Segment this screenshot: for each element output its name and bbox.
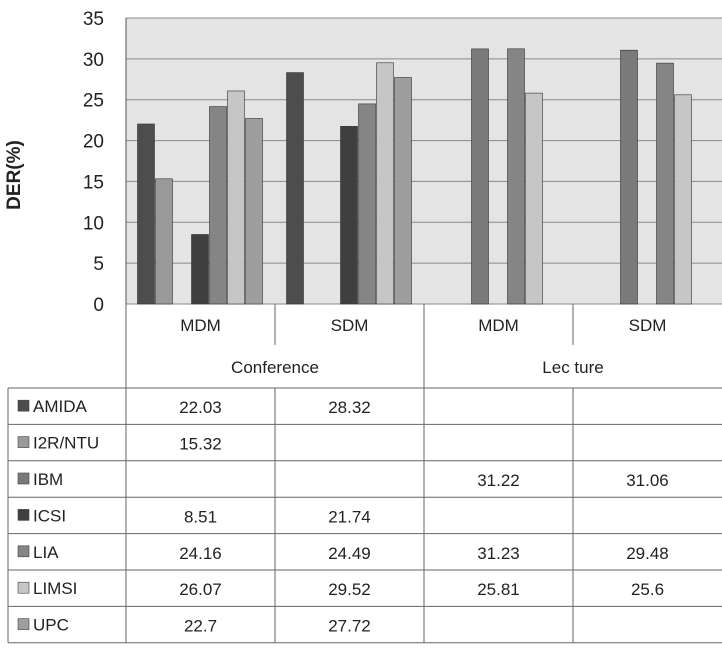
bar-limsi-2 [376, 62, 394, 305]
legend-label: LIA [33, 543, 59, 562]
y-ticks: 0 5 10 15 20 25 30 35 [83, 9, 104, 316]
bar-amida-2 [286, 72, 304, 305]
bar-limsi-4 [674, 94, 692, 305]
bar-lia-3 [507, 48, 525, 305]
bar-lia-4 [656, 62, 674, 305]
table-cell-value: 25.6 [631, 580, 664, 599]
table-cell-value: 24.16 [179, 544, 222, 563]
legend-swatch [17, 509, 30, 521]
bar-ibm-4 [620, 49, 638, 305]
table-cell-value: 31.22 [477, 471, 520, 490]
y-tick-label: 30 [83, 50, 104, 71]
legend-swatch [17, 545, 30, 558]
x-category-label: MDM [180, 316, 221, 335]
bar-i2r-ntu-1 [155, 178, 173, 305]
legend-swatch [17, 581, 30, 594]
y-tick-label: 15 [83, 172, 104, 193]
bar-ibm-3 [471, 48, 489, 305]
x-category-label: MDM [478, 316, 519, 335]
legend-swatch [17, 436, 30, 448]
legend-label: UPC [33, 616, 69, 635]
y-tick-label: 5 [93, 254, 104, 275]
x-group-label: Lec ture [542, 358, 603, 377]
table-cell-value: 25.81 [477, 580, 520, 599]
bar-lia-1 [209, 106, 227, 305]
table-cell-value: 15.32 [179, 435, 222, 454]
y-axis-label: DER(%) [4, 140, 25, 210]
x-category-label: SDM [629, 316, 667, 335]
table-cell-value: 22.03 [179, 398, 222, 417]
table-cell-value: 29.52 [328, 580, 371, 599]
bar-amida-1 [137, 123, 155, 305]
legend-label: LIMSI [33, 579, 77, 598]
table-cell-value: 31.23 [477, 544, 520, 563]
table-cell-value: 22.7 [184, 617, 217, 636]
y-tick-label: 25 [83, 91, 104, 112]
data-table: MDM SDM MDM SDM Conference Lec ture AMIDA 22.03… [7, 304, 722, 644]
table-cell-value: 31.06 [626, 471, 669, 490]
legend-label: IBM [33, 470, 63, 489]
bar-upc-2 [394, 77, 412, 305]
table-cell-value: 26.07 [179, 580, 222, 599]
bar-limsi-3 [525, 92, 543, 305]
legend-swatch [17, 618, 30, 630]
bars [137, 48, 692, 305]
bar-icsi-2 [340, 126, 358, 305]
table-cell-value: 24.49 [328, 544, 371, 563]
legend-swatch [17, 399, 30, 412]
legend-label: I2R/NTU [33, 434, 99, 453]
bar-lia-2 [358, 103, 376, 305]
legend-label: AMIDA [33, 397, 88, 416]
y-tick-label: 20 [83, 132, 104, 153]
table-cell-value: 8.51 [184, 507, 217, 526]
table-cell-value: 27.72 [328, 617, 371, 636]
table-cell-value: 29.48 [626, 544, 669, 563]
legend-label: ICSI [33, 506, 66, 525]
x-category-label: SDM [331, 316, 369, 335]
table-cell-value: 21.74 [328, 507, 371, 526]
y-tick-label: 0 [93, 295, 104, 316]
table-cell-value: 28.32 [328, 398, 371, 417]
bar-limsi-1 [227, 90, 245, 305]
y-tick-label: 10 [83, 213, 104, 234]
x-group-label: Conference [231, 358, 319, 377]
y-tick-label: 35 [83, 9, 104, 30]
bar-upc-1 [245, 118, 263, 305]
legend-swatch [17, 472, 30, 485]
bar-icsi-1 [191, 234, 209, 305]
